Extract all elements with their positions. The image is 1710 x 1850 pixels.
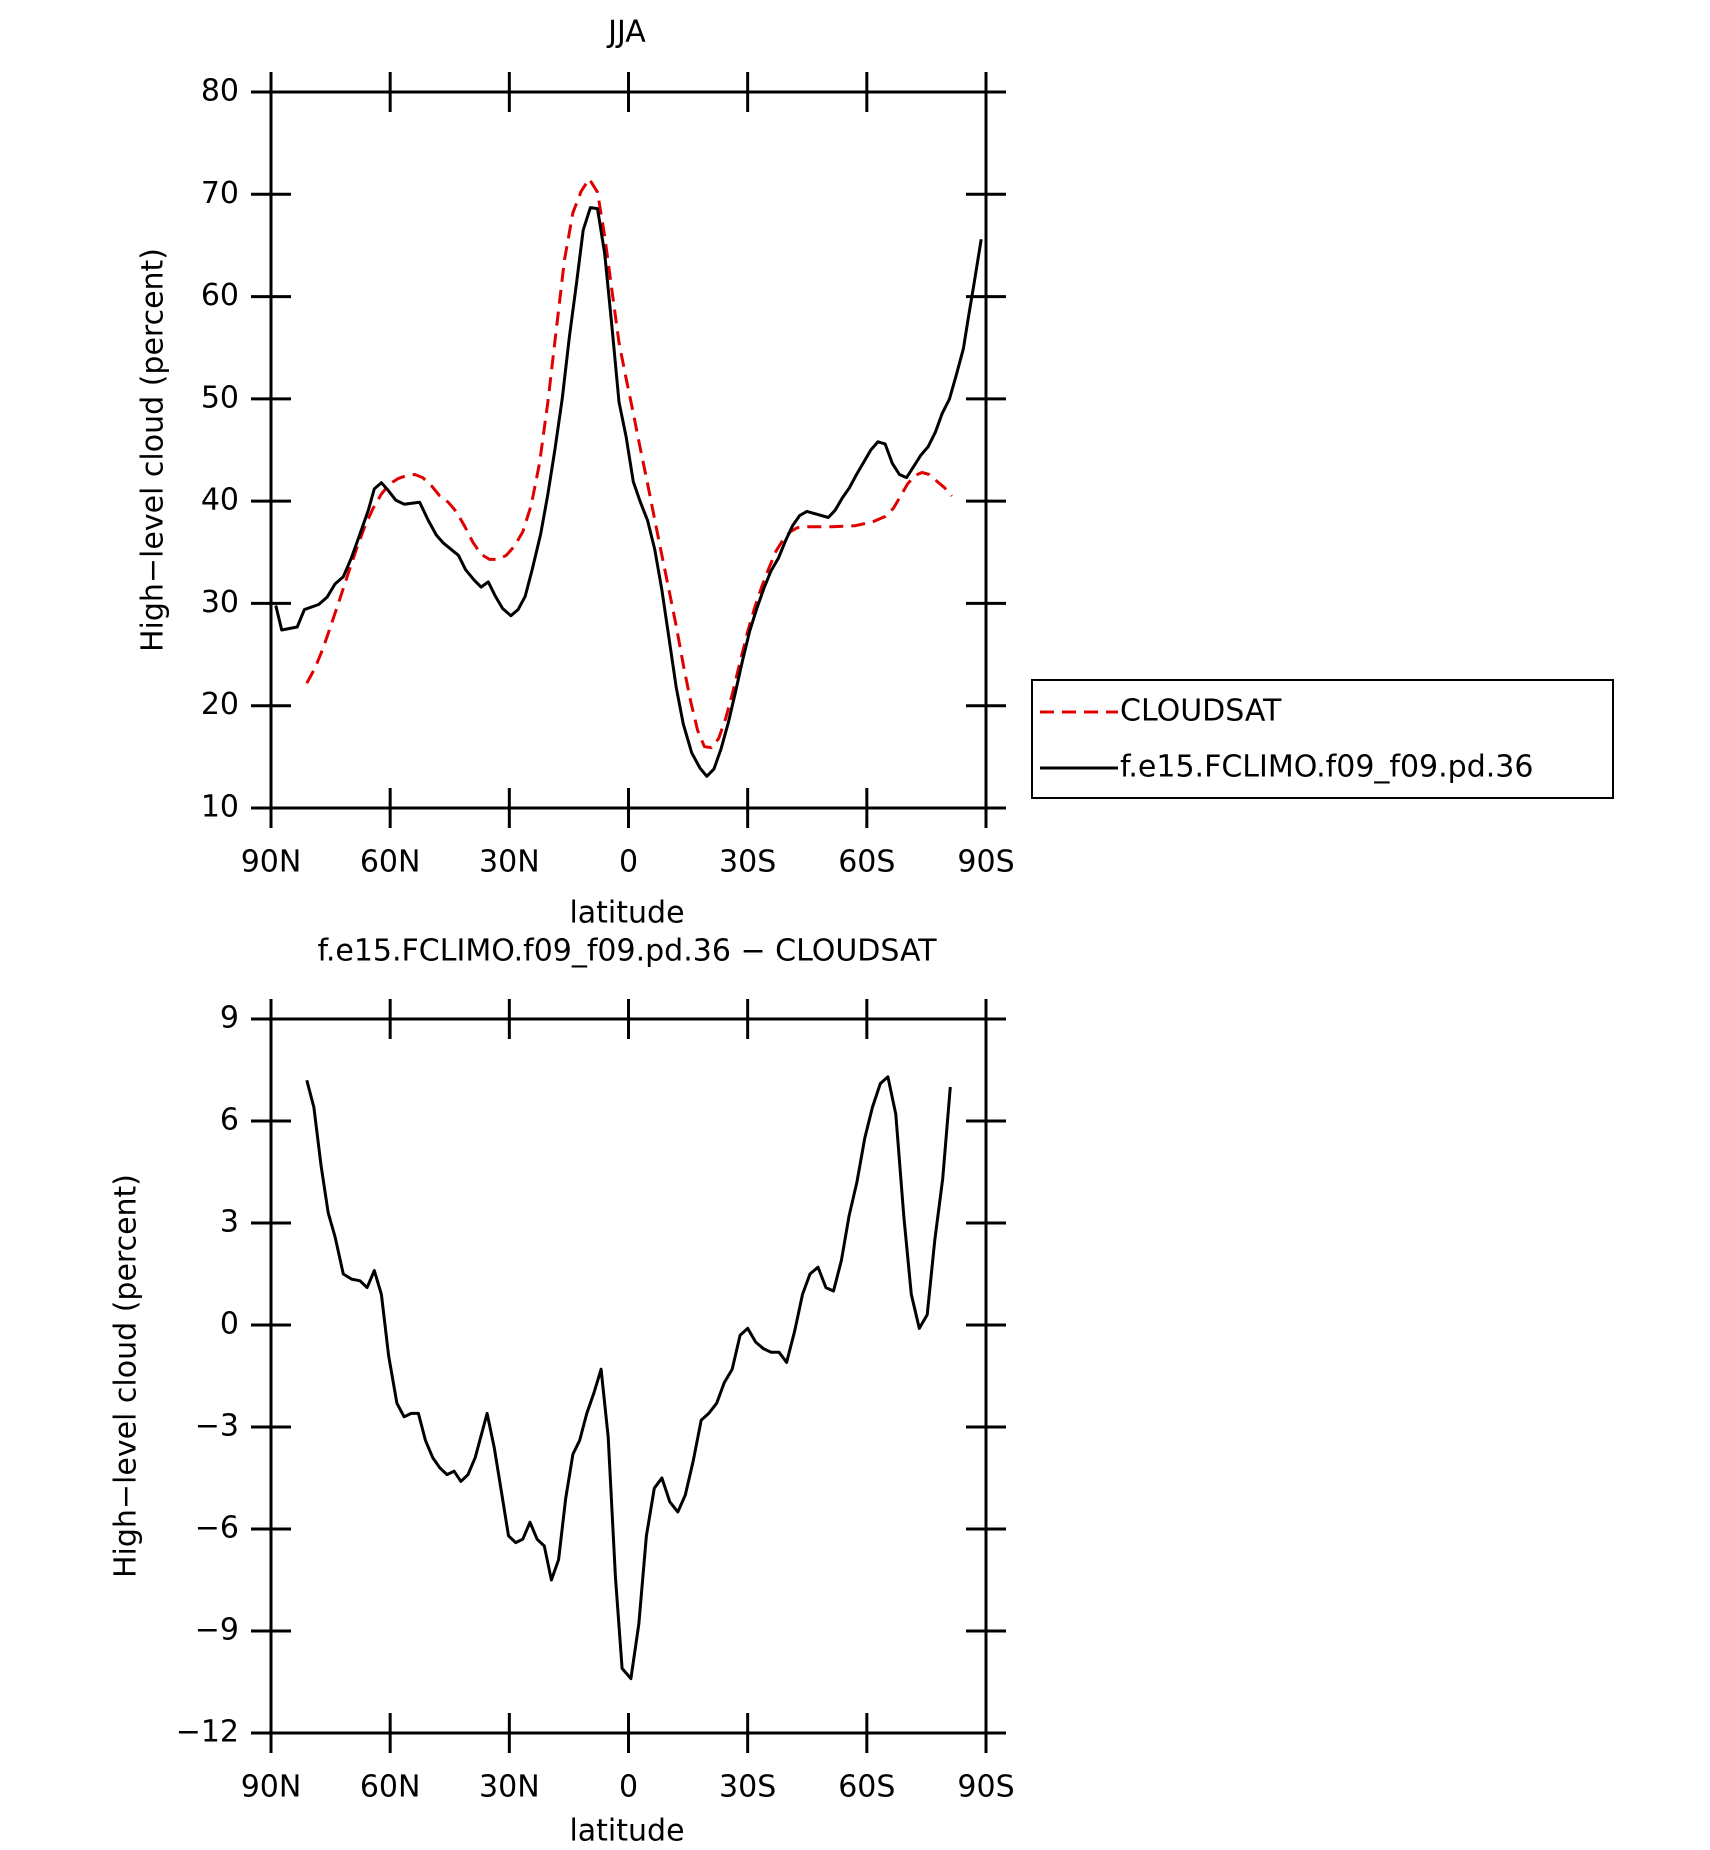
x-tick-label: 0	[619, 1770, 638, 1805]
y-tick-label: 40	[201, 483, 239, 518]
x-tick-label: 60S	[838, 845, 895, 880]
x-tick-label: 30N	[479, 1770, 540, 1805]
y-tick-label: 30	[201, 585, 239, 620]
x-tick-label: 90N	[241, 1770, 302, 1805]
y-tick-label: 0	[220, 1307, 239, 1342]
y-tick-label: 70	[201, 176, 239, 211]
x-tick-label: 0	[619, 845, 638, 880]
x-tick-label: 30N	[479, 845, 540, 880]
y-tick-label: −6	[195, 1511, 239, 1546]
y-tick-label: 6	[220, 1103, 239, 1138]
y-tick-label: 3	[220, 1205, 239, 1240]
data-line	[274, 206, 983, 778]
x-tick-label: 90S	[957, 845, 1014, 880]
x-tick-label: 30S	[719, 845, 776, 880]
x-axis-label: latitude	[569, 1814, 684, 1849]
y-tick-label: 50	[201, 380, 239, 415]
y-axis-label: High−level cloud (percent)	[109, 1174, 144, 1578]
x-axis-label: latitude	[569, 896, 684, 931]
data-line	[305, 1075, 952, 1681]
y-tick-label: −12	[176, 1715, 239, 1750]
x-tick-label: 90S	[957, 1770, 1014, 1805]
y-tick-label: 80	[201, 74, 239, 109]
y-axis-label: High−level cloud (percent)	[136, 248, 171, 652]
data-line	[305, 177, 953, 750]
legend-box	[1031, 679, 1614, 799]
chart-title: f.e15.FCLIMO.f09_f09.pd.36 − CLOUDSAT	[317, 934, 937, 969]
y-tick-label: 20	[201, 687, 239, 722]
y-tick-label: 60	[201, 278, 239, 313]
x-tick-label: 90N	[241, 845, 302, 880]
legend-label: CLOUDSAT	[1120, 694, 1282, 729]
y-tick-label: −9	[195, 1613, 239, 1648]
legend-label: f.e15.FCLIMO.f09_f09.pd.36	[1120, 750, 1533, 785]
x-tick-label: 30S	[719, 1770, 776, 1805]
y-tick-label: −3	[195, 1409, 239, 1444]
x-tick-label: 60S	[838, 1770, 895, 1805]
chart-title: JJA	[606, 15, 646, 50]
y-tick-label: 10	[201, 790, 239, 825]
plot-frame	[269, 1017, 988, 1735]
x-tick-label: 60N	[360, 1770, 421, 1805]
x-tick-label: 60N	[360, 845, 421, 880]
y-tick-label: 9	[220, 1001, 239, 1036]
